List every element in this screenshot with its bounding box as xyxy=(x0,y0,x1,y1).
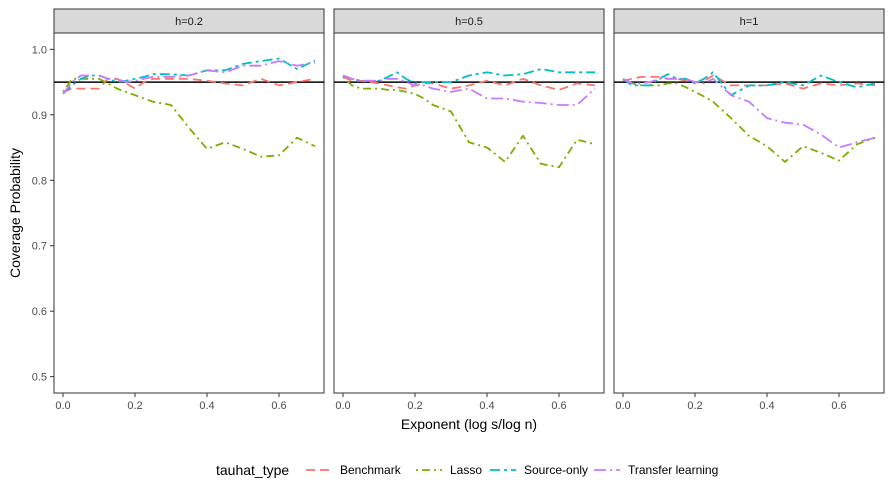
series-line-transfer-learning xyxy=(62,60,316,95)
series-line-benchmark xyxy=(342,76,596,91)
x-tick-label: 0.0 xyxy=(615,400,630,412)
legend: tauhat_type Benchmark Lasso Source-only Tra… xyxy=(216,462,718,478)
series-line-benchmark xyxy=(622,74,876,90)
x-tick-label: 0.6 xyxy=(831,400,846,412)
x-tick-label: 0.6 xyxy=(551,400,566,412)
x-tick-label: 0.0 xyxy=(55,400,70,412)
y-tick-label: 0.9 xyxy=(32,110,47,122)
facet-strip xyxy=(53,8,325,34)
legend-label: Source-only xyxy=(524,463,588,477)
y-tick-label: 1.0 xyxy=(32,44,47,56)
series-line-source-only xyxy=(62,57,316,95)
series-line-lasso xyxy=(62,77,316,158)
legend-label: Lasso xyxy=(450,463,482,477)
panel-border xyxy=(333,32,605,394)
series-line-benchmark xyxy=(62,77,316,93)
y-axis-title: Coverage Probability xyxy=(7,148,23,278)
legend-entry-benchmark: Benchmark xyxy=(306,463,402,477)
facet-panel-3: h=1 0.0 0.2 0.4 0.6 xyxy=(613,8,885,412)
x-tick-label: 0.2 xyxy=(127,400,142,412)
x-tick-label: 0.2 xyxy=(407,400,422,412)
shared-axes: Exponent (log s/log n) Coverage Probabil… xyxy=(7,148,537,432)
facet-panels: h=0.2 0.0 0.2 0.4 0.6 0.5 0.6 0.7 0.8 0.9 1.0 h=0.5… xyxy=(32,8,885,412)
x-tick-label: 0.6 xyxy=(271,400,286,412)
panel-border xyxy=(53,32,325,394)
x-tick-label: 0.4 xyxy=(199,400,214,412)
facet-strip xyxy=(613,8,885,34)
facet-strip-label: h=1 xyxy=(740,16,759,28)
y-tick-label: 0.7 xyxy=(32,241,47,253)
x-tick-label: 0.0 xyxy=(335,400,350,412)
y-tick-label: 0.6 xyxy=(32,306,47,318)
x-axis-title: Exponent (log s/log n) xyxy=(401,416,537,432)
legend-label: Benchmark xyxy=(340,463,402,477)
legend-title: tauhat_type xyxy=(216,462,289,478)
panel-border xyxy=(613,32,885,394)
facet-panel-2: h=0.5 0.0 0.2 0.4 0.6 xyxy=(333,8,605,412)
legend-entry-transfer-learning: Transfer learning xyxy=(594,463,718,477)
legend-label: Transfer learning xyxy=(628,463,718,477)
y-tick-label: 0.5 xyxy=(32,372,47,384)
series-line-lasso xyxy=(342,76,596,169)
x-tick-label: 0.2 xyxy=(687,400,702,412)
legend-entry-lasso: Lasso xyxy=(416,463,482,477)
series-line-transfer-learning xyxy=(342,74,596,106)
facet-strip-label: h=0.5 xyxy=(455,16,483,28)
legend-entry-source-only: Source-only xyxy=(490,463,588,477)
facet-panel-1: h=0.2 0.0 0.2 0.4 0.6 0.5 0.6 0.7 0.8 0.9 1.0 xyxy=(32,8,325,412)
x-tick-label: 0.4 xyxy=(479,400,494,412)
series-line-transfer-learning xyxy=(622,77,876,149)
y-tick-label: 0.8 xyxy=(32,175,47,187)
x-tick-label: 0.4 xyxy=(759,400,774,412)
facet-strip-label: h=0.2 xyxy=(175,16,203,28)
